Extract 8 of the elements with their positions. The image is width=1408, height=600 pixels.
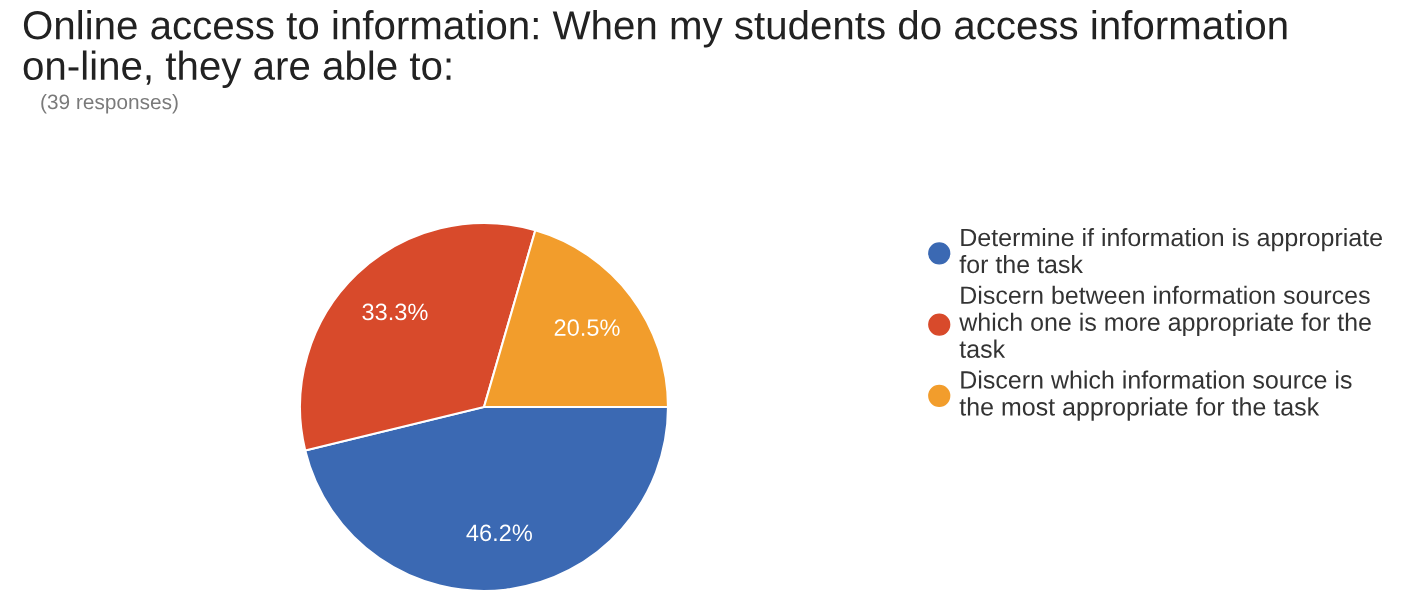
data-label: 33.3% xyxy=(362,303,428,321)
legend-label: Discern between information sources which one is more appropriate for the task xyxy=(959,285,1371,358)
data-label: 20.5% xyxy=(554,319,620,336)
legend-label: Discern which information source is the most appropriate for the task xyxy=(959,370,1352,421)
text: (39 responses) xyxy=(41,94,178,114)
legend-label: Determine if information is appropriate for the task xyxy=(959,228,1382,274)
data-label: 46.2% xyxy=(466,524,532,542)
chart-title: Online access to information: When my students do access information on-line, they are able to: xyxy=(23,10,1287,89)
